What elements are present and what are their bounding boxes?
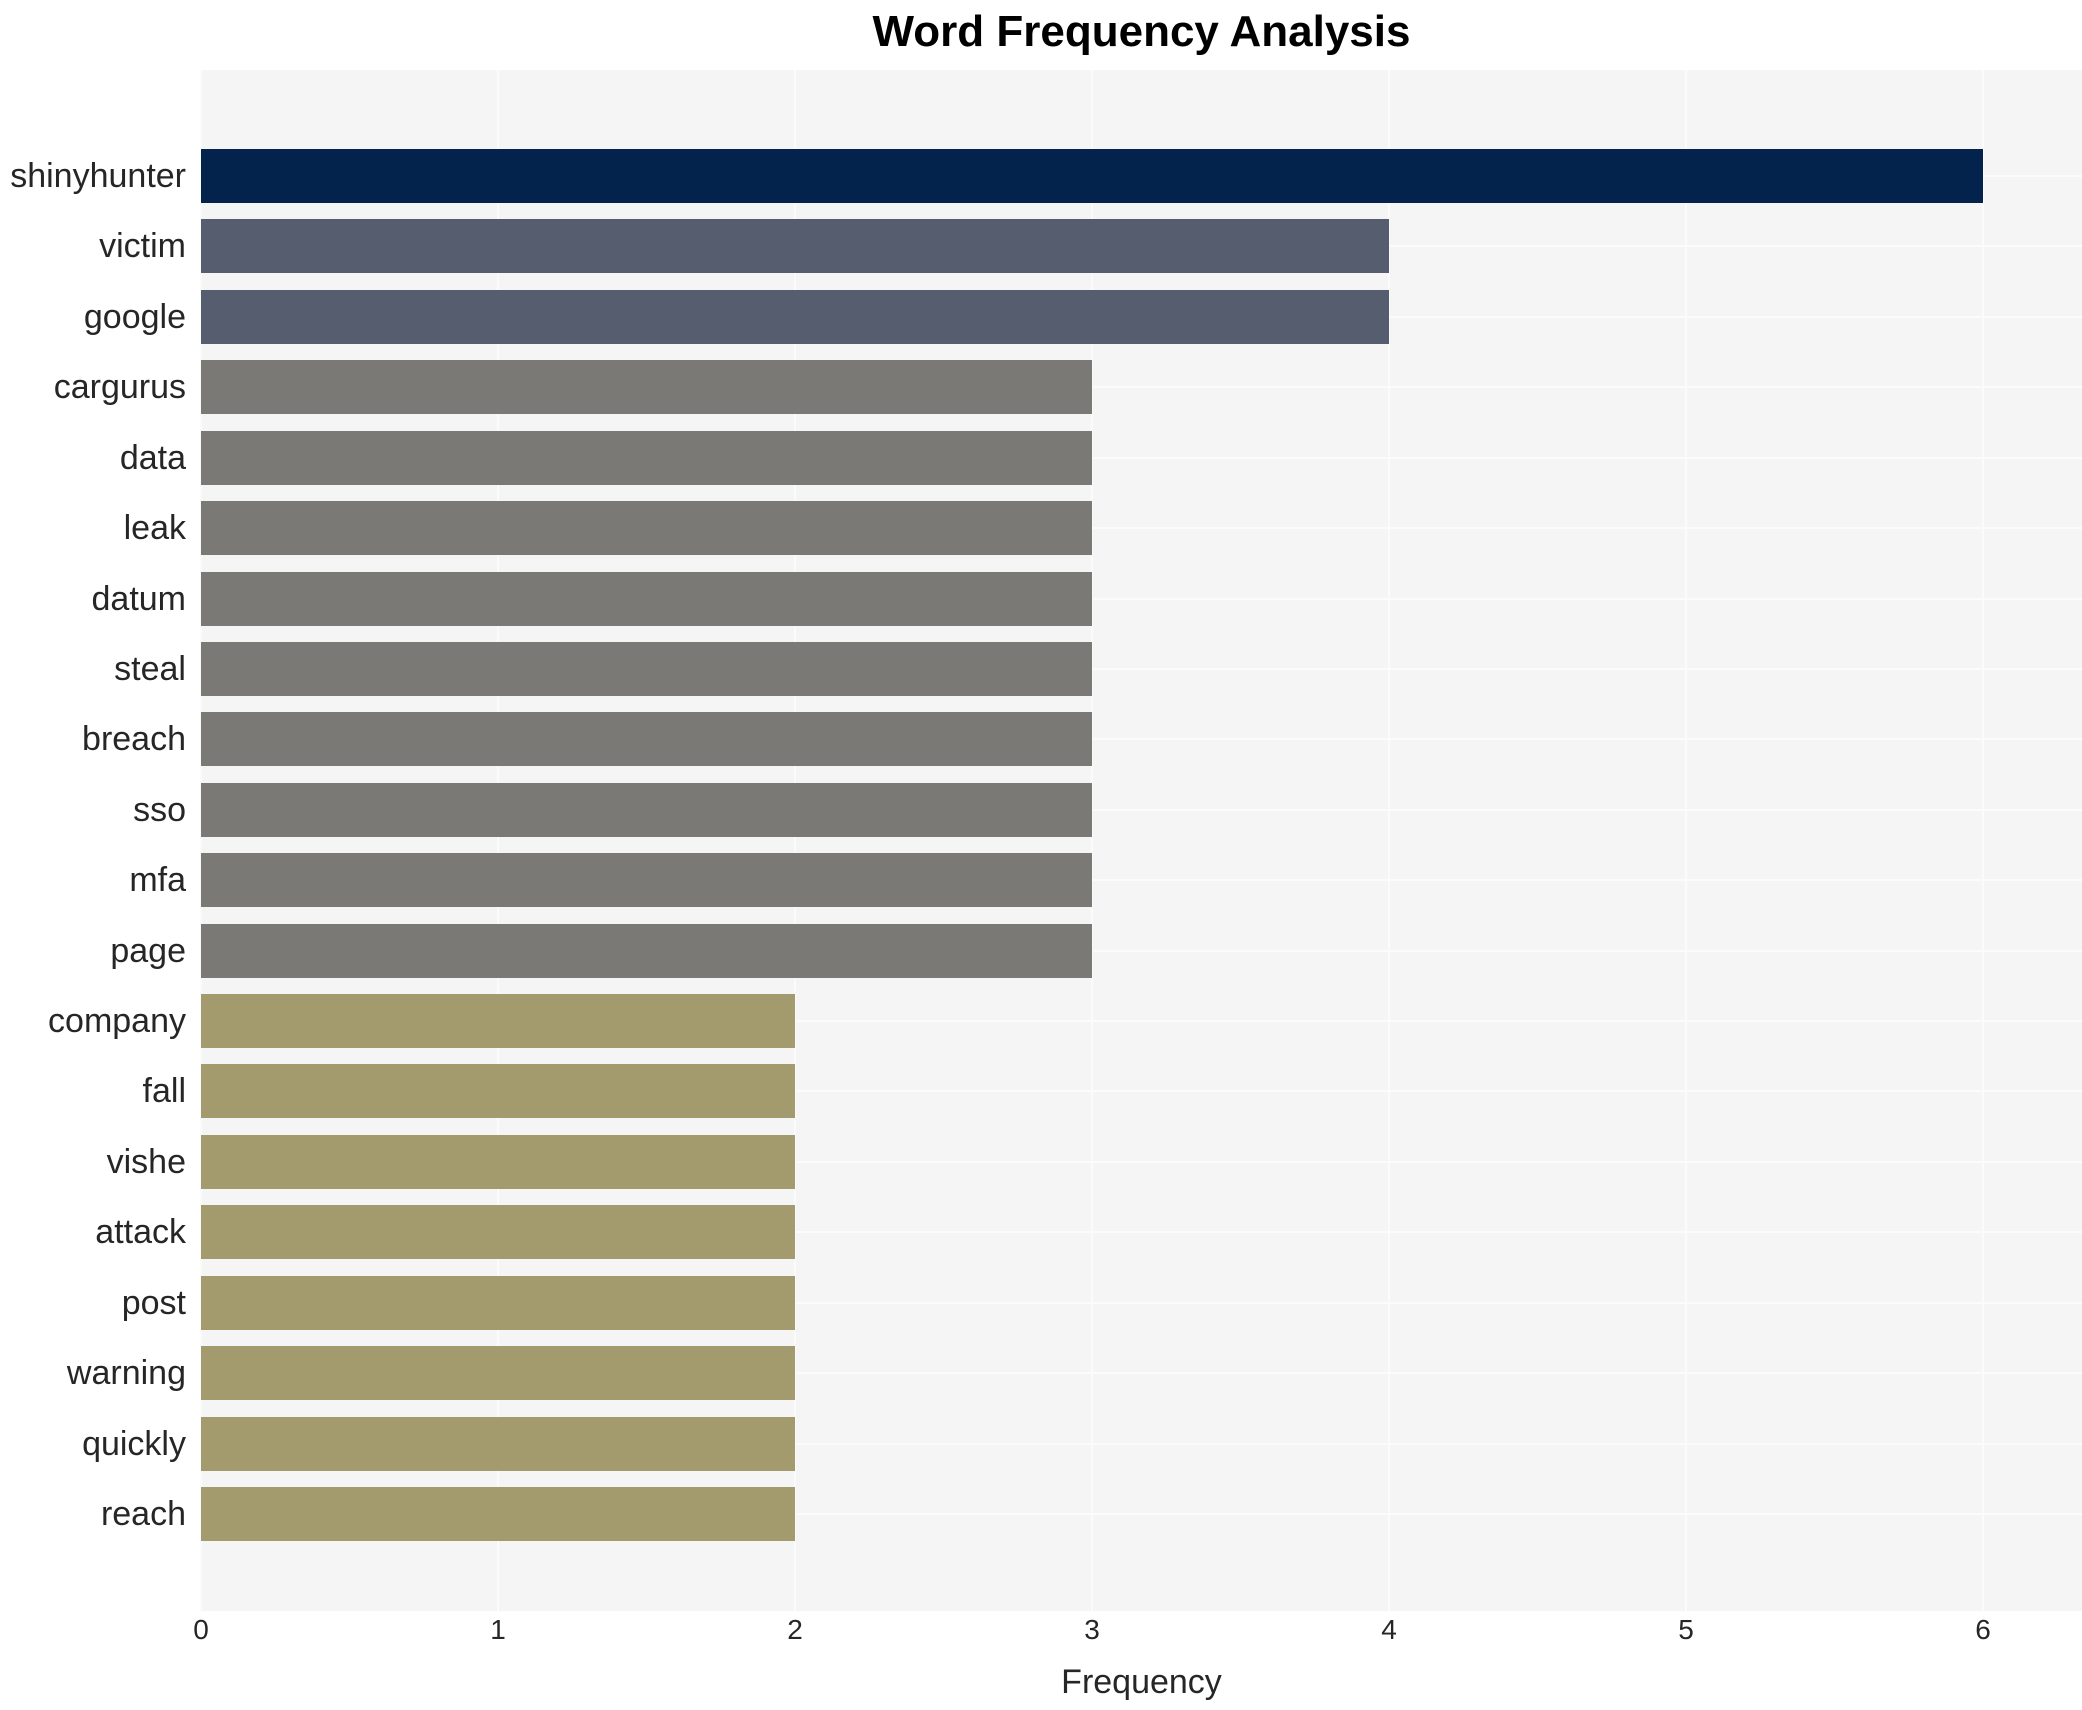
category-label: mfa (129, 861, 186, 899)
category-label: shinyhunter (10, 157, 186, 195)
bar (201, 1417, 795, 1471)
y-gridline (201, 1090, 2082, 1092)
y-gridline (201, 1302, 2082, 1304)
x-gridline (1982, 70, 1984, 1611)
y-gridline (201, 1372, 2082, 1374)
category-label: victim (99, 227, 186, 265)
y-gridline (201, 527, 2082, 529)
category-label: cargurus (53, 368, 186, 406)
chart-title: Word Frequency Analysis (872, 7, 1411, 56)
bar (201, 501, 1092, 555)
bar (201, 642, 1092, 696)
bar (201, 219, 1389, 273)
y-gridline (201, 598, 2082, 600)
x-gridline (794, 70, 796, 1611)
bar (201, 1135, 795, 1189)
category-label: warning (66, 1354, 186, 1392)
category-label: page (110, 932, 186, 970)
x-gridline (200, 70, 202, 1611)
x-tick-label: 5 (1678, 1614, 1694, 1645)
category-label: company (48, 1002, 186, 1040)
category-label: leak (123, 509, 186, 547)
bar (201, 1064, 795, 1118)
x-gridline (1388, 70, 1390, 1611)
y-gridline (201, 668, 2082, 670)
bar (201, 712, 1092, 766)
y-gridline (201, 457, 2082, 459)
bar (201, 431, 1092, 485)
bar (201, 1346, 795, 1400)
category-label: breach (82, 720, 186, 758)
y-gridline (201, 950, 2082, 952)
bar (201, 1276, 795, 1330)
bar (201, 1205, 795, 1259)
y-gridline (201, 1161, 2082, 1163)
category-label: steal (114, 650, 186, 688)
bar (201, 149, 1983, 203)
x-tick-label: 1 (490, 1614, 506, 1645)
y-gridline (201, 809, 2082, 811)
bar (201, 572, 1092, 626)
category-label: post (121, 1284, 186, 1322)
bar (201, 360, 1092, 414)
bar (201, 994, 795, 1048)
y-gridline (201, 879, 2082, 881)
category-label: reach (100, 1495, 186, 1533)
x-tick-label: 3 (1084, 1614, 1100, 1645)
y-gridline (201, 1443, 2082, 1445)
bar (201, 1487, 795, 1541)
x-tick-label: 0 (193, 1614, 209, 1645)
y-gridline (201, 1231, 2082, 1233)
bar (201, 853, 1092, 907)
y-gridline (201, 1513, 2082, 1515)
y-gridline (201, 1020, 2082, 1022)
category-label: quickly (82, 1425, 186, 1463)
category-label: attack (95, 1213, 186, 1251)
category-label: datum (91, 580, 187, 618)
x-tick-label: 4 (1381, 1614, 1397, 1645)
category-label: vishe (106, 1143, 186, 1181)
x-gridline (497, 70, 499, 1611)
x-tick-label: 6 (1975, 1614, 1991, 1645)
x-gridline (1091, 70, 1093, 1611)
category-label: sso (133, 791, 186, 829)
y-gridline (201, 738, 2082, 740)
x-gridline (1685, 70, 1687, 1611)
x-tick-label: 2 (787, 1614, 803, 1645)
x-axis-label: Frequency (1061, 1663, 1222, 1701)
bar (201, 924, 1092, 978)
bar (201, 783, 1092, 837)
y-gridline (201, 386, 2082, 388)
bar (201, 290, 1389, 344)
category-label: data (119, 439, 186, 477)
category-label: google (83, 298, 186, 336)
category-label: fall (142, 1072, 186, 1110)
plot-area (200, 70, 2082, 1611)
